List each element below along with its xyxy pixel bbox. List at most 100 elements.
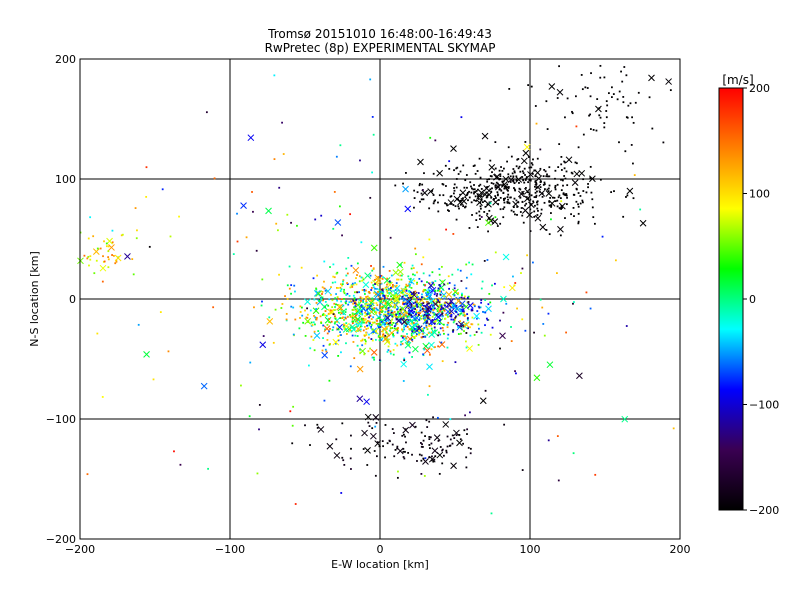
data-point-dot bbox=[475, 190, 478, 192]
data-point-dot bbox=[422, 198, 425, 201]
data-point-cross bbox=[395, 317, 402, 325]
data-point-dot bbox=[458, 207, 460, 210]
data-point-dot bbox=[349, 213, 352, 216]
data-point-dot bbox=[161, 188, 164, 191]
data-point-dot bbox=[343, 328, 346, 330]
data-point-dot bbox=[627, 104, 630, 107]
data-point-dot bbox=[93, 272, 96, 275]
colorbar-tick-label: −200 bbox=[749, 504, 779, 517]
data-point-cross bbox=[313, 290, 321, 297]
data-point-dot bbox=[390, 311, 393, 314]
data-point-dot bbox=[310, 335, 313, 338]
data-point-dot bbox=[629, 102, 632, 105]
data-point-dot bbox=[515, 179, 518, 182]
data-point-dot bbox=[370, 289, 373, 291]
data-point-dot bbox=[356, 274, 358, 276]
data-point-dot bbox=[498, 169, 501, 172]
data-point-dot bbox=[370, 281, 373, 284]
data-point-dot bbox=[414, 247, 417, 250]
data-point-dot bbox=[427, 313, 429, 315]
data-point-cross bbox=[458, 300, 466, 308]
data-point-dot bbox=[534, 204, 536, 207]
data-point-dot bbox=[516, 206, 519, 208]
data-point-dot bbox=[299, 305, 302, 308]
data-point-dot bbox=[368, 425, 371, 427]
data-point-dot bbox=[448, 210, 450, 212]
data-point-dot bbox=[390, 313, 393, 316]
data-point-dot bbox=[368, 333, 370, 336]
data-point-cross bbox=[485, 200, 492, 208]
data-point-dot bbox=[324, 306, 327, 309]
data-point-dot bbox=[496, 191, 499, 194]
data-point-dot bbox=[509, 181, 512, 183]
data-point-dot bbox=[349, 365, 352, 368]
data-point-dot bbox=[321, 296, 324, 299]
data-point-dot bbox=[346, 292, 349, 295]
data-point-dot bbox=[457, 205, 460, 208]
data-point-dot bbox=[364, 342, 367, 345]
data-point-dot bbox=[383, 313, 386, 316]
data-point-dot bbox=[384, 424, 387, 426]
data-point-dot bbox=[386, 350, 389, 353]
data-point-dot bbox=[398, 294, 401, 297]
data-point-dot bbox=[387, 311, 390, 314]
data-point-dot bbox=[395, 294, 398, 296]
data-point-dot bbox=[355, 277, 357, 279]
data-point-dot bbox=[393, 296, 395, 299]
data-point-dot bbox=[434, 139, 437, 142]
data-point-dot bbox=[379, 335, 382, 338]
data-point-dot bbox=[503, 199, 505, 202]
data-point-dot bbox=[506, 160, 508, 163]
data-point-dot bbox=[473, 199, 476, 202]
data-point-dot bbox=[530, 85, 533, 88]
data-point-dot bbox=[438, 472, 441, 475]
data-point-dot bbox=[543, 183, 546, 186]
data-point-dot bbox=[328, 379, 331, 382]
x-axis-ticks: −200 −100 0 100 200 bbox=[65, 543, 691, 556]
data-point-dot bbox=[473, 191, 476, 194]
data-point-dot bbox=[107, 258, 110, 261]
data-point-dot bbox=[358, 280, 361, 283]
data-point-dot bbox=[565, 331, 567, 334]
data-point-dot bbox=[289, 410, 292, 413]
data-point-dot bbox=[521, 201, 524, 203]
data-point-dot bbox=[444, 301, 447, 304]
data-point-dot bbox=[521, 191, 524, 193]
data-point-dot bbox=[428, 444, 431, 446]
data-point-dot bbox=[465, 276, 468, 279]
data-point-dot bbox=[375, 298, 378, 300]
data-point-cross bbox=[333, 452, 341, 459]
data-point-dot bbox=[447, 321, 450, 324]
data-point-dot bbox=[371, 356, 374, 359]
data-point-dot bbox=[502, 311, 505, 314]
data-point-dot bbox=[366, 305, 369, 308]
data-point-dot bbox=[328, 321, 331, 324]
data-point-dot bbox=[453, 284, 456, 287]
data-point-dot bbox=[391, 315, 394, 318]
data-point-cross bbox=[520, 157, 528, 165]
data-point-dot bbox=[491, 326, 494, 329]
data-point-dot bbox=[490, 175, 493, 178]
data-point-dot bbox=[350, 315, 353, 318]
data-point-dot bbox=[345, 294, 348, 296]
data-point-dot bbox=[414, 253, 417, 256]
data-point-dot bbox=[487, 303, 490, 306]
data-point-dot bbox=[408, 309, 410, 312]
data-point-dot bbox=[355, 299, 358, 301]
data-point-cross bbox=[548, 83, 556, 90]
data-point-dot bbox=[465, 174, 468, 176]
x-tick-label: 200 bbox=[670, 543, 691, 556]
data-point-cross bbox=[453, 305, 461, 312]
data-point-cross bbox=[485, 191, 493, 199]
data-point-cross bbox=[499, 332, 506, 340]
data-point-dot bbox=[632, 121, 635, 124]
data-point-dot bbox=[523, 181, 526, 184]
data-point-dot bbox=[422, 272, 425, 275]
data-point-cross bbox=[143, 351, 150, 358]
data-point-cross bbox=[404, 205, 412, 213]
data-point-cross bbox=[427, 282, 435, 289]
data-point-dot bbox=[285, 319, 288, 322]
data-point-dot bbox=[365, 314, 368, 317]
data-point-dot bbox=[373, 278, 376, 281]
data-point-dot bbox=[329, 327, 331, 330]
